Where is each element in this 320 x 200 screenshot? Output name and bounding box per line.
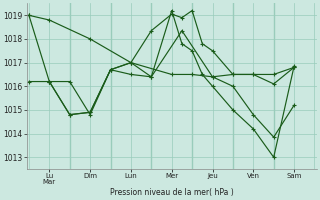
X-axis label: Pression niveau de la mer( hPa ): Pression niveau de la mer( hPa ) bbox=[110, 188, 234, 197]
